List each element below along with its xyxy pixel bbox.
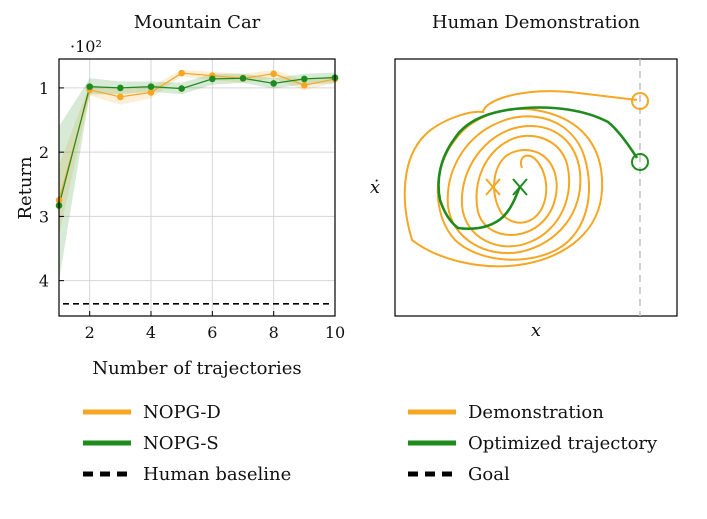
legend-right: Demonstration Optimized trajectory Goal bbox=[408, 402, 658, 485]
legend-label-optimized-trajectory: Optimized trajectory bbox=[468, 433, 658, 454]
left-series-lines bbox=[58, 72, 336, 305]
legend-label-demonstration: Demonstration bbox=[468, 402, 604, 423]
optimized-trajectory bbox=[437, 106, 639, 231]
demonstration-start-marker bbox=[631, 92, 649, 110]
nopg-s-point bbox=[178, 85, 185, 92]
left-x-tick-label: 10 bbox=[325, 323, 345, 342]
left-x-tick-label: 2 bbox=[85, 323, 95, 342]
nopg-s-point bbox=[86, 83, 93, 90]
nopg-s-line bbox=[58, 77, 336, 206]
left-x-tick-label: 4 bbox=[146, 323, 156, 342]
left-y-tick-label: 4 bbox=[39, 272, 49, 291]
nopg-d-line bbox=[58, 72, 336, 201]
nopg-d-point bbox=[178, 69, 185, 77]
y-multiplier-label: ·10² bbox=[70, 37, 102, 56]
legend-label-nopg-s: NOPG-S bbox=[143, 433, 219, 454]
demonstration-trajectory bbox=[403, 90, 638, 268]
legend-label-human-baseline: Human baseline bbox=[143, 464, 291, 485]
nopg-s-point bbox=[301, 75, 308, 83]
left-y-tick-label: 2 bbox=[39, 143, 49, 162]
nopg-d-point bbox=[117, 93, 124, 101]
left-confidence-bands bbox=[59, 69, 335, 281]
legend-label-nopg-d: NOPG-D bbox=[143, 402, 221, 423]
nopg-d-point bbox=[147, 89, 155, 96]
left-plot-frame bbox=[58, 58, 336, 317]
left-x-tick-label: 6 bbox=[207, 323, 217, 342]
demonstration-end-marker bbox=[485, 178, 501, 196]
legend-label-goal: Goal bbox=[468, 464, 510, 485]
nopg-s-point bbox=[239, 74, 247, 82]
nopg-d-point bbox=[301, 82, 308, 89]
right-y-axis-label: ẋ bbox=[370, 177, 380, 198]
right-chart-title: Human Demonstration bbox=[432, 12, 641, 33]
left-x-tick-label: 8 bbox=[269, 323, 279, 342]
right-x-axis-label: x bbox=[531, 320, 541, 341]
nopg-d-point bbox=[270, 70, 277, 78]
left-y-tick-label: 3 bbox=[39, 207, 49, 226]
human-demonstration-chart: Human Demonstration x ẋ bbox=[370, 12, 678, 341]
nopg-s-band bbox=[59, 72, 335, 281]
left-x-axis-label: Number of trajectories bbox=[92, 358, 301, 379]
optimized-start-marker bbox=[631, 153, 649, 171]
left-y-ticks: 1 2 3 4 bbox=[39, 79, 64, 291]
left-y-tick-label: 1 bbox=[39, 79, 49, 98]
left-x-ticks: 2 4 6 8 10 bbox=[85, 311, 345, 342]
left-y-axis-label: Return bbox=[15, 156, 36, 220]
nopg-s-point bbox=[117, 84, 124, 92]
legend-left: NOPG-D NOPG-S Human baseline bbox=[83, 402, 291, 485]
left-chart-title: Mountain Car bbox=[134, 12, 261, 33]
nopg-s-point bbox=[270, 80, 277, 87]
optimized-end-marker bbox=[512, 178, 528, 196]
nopg-s-point bbox=[147, 83, 155, 90]
nopg-s-point bbox=[209, 75, 216, 83]
right-plot-frame bbox=[394, 58, 678, 317]
nopg-d-band bbox=[59, 69, 335, 236]
